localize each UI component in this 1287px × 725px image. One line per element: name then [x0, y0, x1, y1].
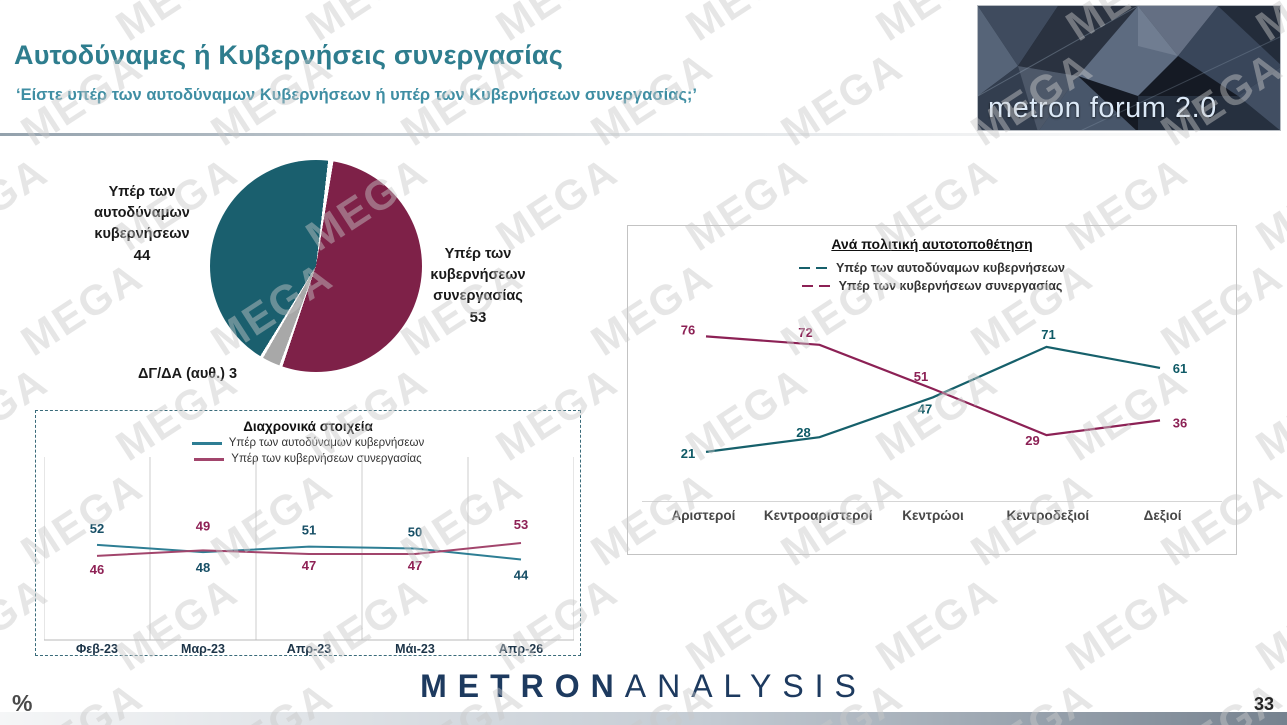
- data-label: 28: [796, 425, 810, 440]
- data-label: 49: [196, 518, 210, 533]
- legend-item-coalition: Υπέρ των κυβερνήσεων συνεργασίας: [194, 453, 422, 465]
- data-label: 47: [302, 558, 316, 573]
- legend-line-swatch-teal: [191, 441, 222, 445]
- political-legend: Υπέρ των αυτοδύναμων κυβερνήσεων Υπέρ τω…: [628, 261, 1236, 293]
- watermark-text: MEGA: [678, 0, 817, 51]
- x-tick-label: Δεξιοί: [1143, 508, 1182, 523]
- data-label: 29: [1025, 433, 1039, 448]
- trend-x-labels: Φεβ-23 Μαρ-23 Απρ-23 Μάι-23 Απρ-26: [44, 642, 574, 656]
- legend-line-swatch-maroon: [194, 457, 225, 461]
- political-line-plot: 21 28 47 71 61 76 72 51 29 36: [681, 322, 1187, 461]
- watermark-text: MEGA: [867, 567, 1006, 680]
- watermark-text: MEGA: [772, 42, 911, 155]
- x-tick-label: Απρ-23: [286, 642, 332, 656]
- data-label: 21: [681, 446, 695, 461]
- watermark-text: MEGA: [12, 252, 151, 365]
- legend-item-coalition: Υπέρ των κυβερνήσεων συνεργασίας: [801, 279, 1063, 293]
- data-label: 47: [408, 558, 422, 573]
- footer-gradient-band: [0, 712, 1287, 725]
- data-label: 51: [914, 369, 928, 384]
- data-label: 71: [1041, 327, 1055, 342]
- legend-dash-swatch-teal: [798, 266, 829, 270]
- data-label: 50: [408, 525, 422, 540]
- x-tick-label: Κεντροδεξιοί: [1006, 508, 1090, 523]
- data-label: 46: [90, 562, 104, 577]
- pie-value: 44: [133, 247, 151, 265]
- legend-label: Υπέρ των κυβερνήσεων συνεργασίας: [231, 453, 422, 465]
- x-tick-label: Κεντρώοι: [902, 508, 964, 523]
- watermark-text: MEGA: [0, 147, 56, 260]
- legend-label: Υπέρ των αυτοδύναμων κυβερνήσεων: [228, 437, 425, 449]
- watermark-text: MEGA: [677, 567, 816, 680]
- page-subtitle: ‘Είστε υπέρ των αυτοδύναμων Κυβερνήσεων …: [16, 86, 698, 104]
- political-x-axis-line: [642, 501, 1222, 502]
- pie-label-standalone-govts: Υπέρ των αυτοδύναμων κυβερνήσεων 44: [72, 182, 212, 267]
- data-label: 61: [1173, 361, 1187, 376]
- x-tick-label: Αριστεροί: [671, 508, 736, 523]
- trend-line-plot: 52 48 51 50 44 46 49 47 47 53: [44, 457, 574, 641]
- logo-collage-image: [978, 6, 1280, 130]
- header-divider: [0, 133, 1287, 136]
- legend-item-standalone: Υπέρ των αυτοδύναμων κυβερνήσεων: [798, 261, 1066, 275]
- watermark-text: MEGA: [1057, 567, 1196, 680]
- data-label: 76: [681, 322, 695, 337]
- x-tick-label: Κεντροαριστεροί: [763, 508, 873, 523]
- metron-forum-logo: metron forum 2.0: [977, 5, 1281, 131]
- trend-legend: Υπέρ των αυτοδύναμων κυβερνήσεων Υπέρ τω…: [36, 437, 580, 465]
- pie-label-text: Υπέρ των κυβερνήσεων συνεργασίας: [430, 246, 526, 305]
- series-line: [96, 542, 522, 557]
- political-x-labels: Αριστεροί Κεντροαριστεροί Κεντρώοι Κεντρ…: [646, 508, 1220, 523]
- legend-label: Υπέρ των κυβερνήσεων συνεργασίας: [838, 279, 1063, 293]
- pie-value: 53: [469, 309, 487, 327]
- data-label: 44: [514, 567, 529, 582]
- legend-item-standalone: Υπέρ των αυτοδύναμων κυβερνήσεων: [191, 437, 425, 449]
- watermark-text: MEGA: [1247, 357, 1287, 470]
- x-tick-label: Φεβ-23: [76, 642, 118, 656]
- x-tick-label: Απρ-26: [498, 642, 544, 656]
- page-title: Αυτοδύναμες ή Κυβερνήσεις συνεργασίας: [14, 40, 563, 70]
- watermark-text: MEGA: [1247, 147, 1287, 260]
- x-tick-label: Μάι-23: [395, 642, 435, 656]
- pie-value: 3: [229, 366, 238, 382]
- data-label: 72: [798, 325, 812, 340]
- percent-unit-label: %: [12, 690, 33, 716]
- legend-label: Υπέρ των αυτοδύναμων κυβερνήσεων: [835, 261, 1066, 275]
- trend-chart-box: Διαχρονικά στοιχεία Υπέρ των αυτοδύναμων…: [35, 410, 581, 656]
- metron-forum-wordmark: metron forum 2.0: [988, 92, 1217, 124]
- metron-analysis-logo: METRONANALYSIS: [0, 668, 1287, 705]
- pie-label-text: Υπέρ των αυτοδύναμων κυβερνήσεων: [94, 184, 190, 243]
- data-label: 36: [1173, 415, 1187, 430]
- pie-label-dkna: ΔΓ/ΔΑ (αυθ.) 3: [138, 364, 318, 385]
- pie-graphic: [210, 160, 422, 372]
- legend-dash-swatch-maroon: [801, 284, 832, 288]
- political-chart-title: Ανά πολιτική αυτοτοποθέτηση: [831, 236, 1033, 252]
- series-line: [705, 345, 1161, 453]
- watermark-text: MEGA: [1247, 567, 1287, 680]
- data-label: 53: [514, 517, 528, 532]
- x-tick-label: Μαρ-23: [181, 642, 225, 656]
- series-line: [96, 543, 522, 561]
- data-label: 51: [302, 523, 316, 538]
- data-label: 52: [90, 521, 104, 536]
- trend-chart-title: Διαχρονικά στοιχεία: [243, 419, 373, 434]
- page-number: 33: [1253, 694, 1274, 714]
- pie-label-text: ΔΓ/ΔΑ (αυθ.): [138, 366, 225, 382]
- data-label: 48: [196, 560, 210, 575]
- data-label: 47: [918, 401, 932, 416]
- political-chart-box: Ανά πολιτική αυτοτοποθέτηση Υπέρ των αυτ…: [627, 225, 1237, 555]
- logo-analysis-text: ANALYSIS: [624, 668, 867, 704]
- logo-metron-text: METRON: [420, 668, 625, 704]
- pie-label-coalition-govts: Υπέρ των κυβερνήσεων συνεργασίας 53: [418, 244, 538, 329]
- series-line: [705, 335, 1161, 437]
